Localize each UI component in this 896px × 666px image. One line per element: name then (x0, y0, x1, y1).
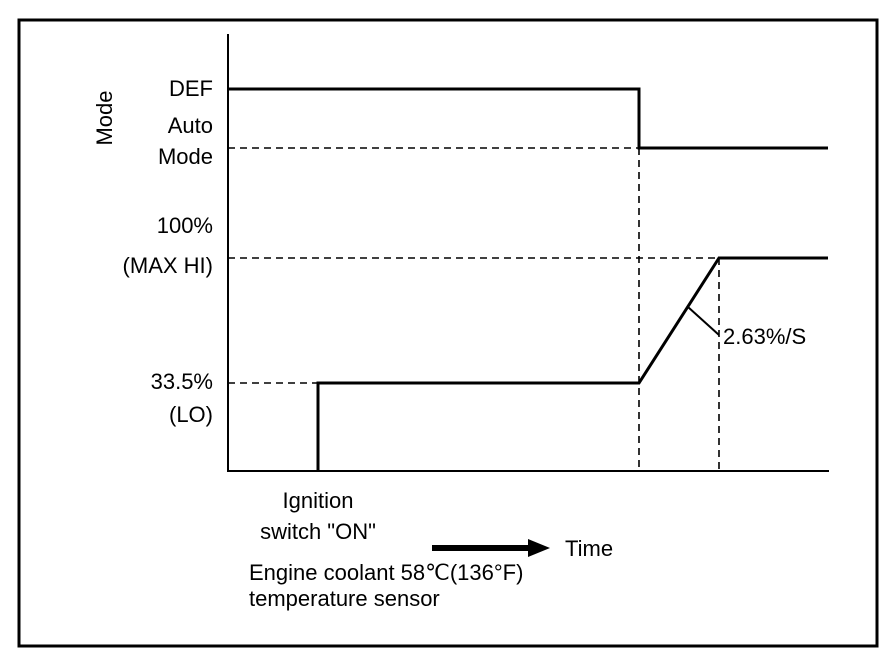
sensor-label-line2: temperature sensor (249, 586, 440, 611)
ignition-label-line2: switch "ON" (260, 519, 376, 544)
ignition-label-line1: Ignition (283, 488, 354, 513)
label-lo: (LO) (169, 402, 213, 427)
label-auto-mode: Mode (158, 144, 213, 169)
sensor-label-line1: Engine coolant 58℃(136°F) (249, 560, 523, 585)
y-axis-title: Mode (92, 90, 117, 145)
label-33-5: 33.5% (151, 369, 213, 394)
label-max-hi: (MAX HI) (123, 253, 213, 278)
fan-speed-trace (316, 256, 828, 471)
frame-border (17, 18, 879, 648)
time-label: Time (565, 536, 613, 561)
label-100: 100% (157, 213, 213, 238)
ramp-leader-line (687, 306, 720, 336)
label-def: DEF (169, 76, 213, 101)
ramp-rate-label: 2.63%/S (723, 324, 806, 349)
label-auto: Auto (168, 113, 213, 138)
mode-trace (228, 87, 828, 150)
time-arrow-icon (528, 539, 550, 557)
